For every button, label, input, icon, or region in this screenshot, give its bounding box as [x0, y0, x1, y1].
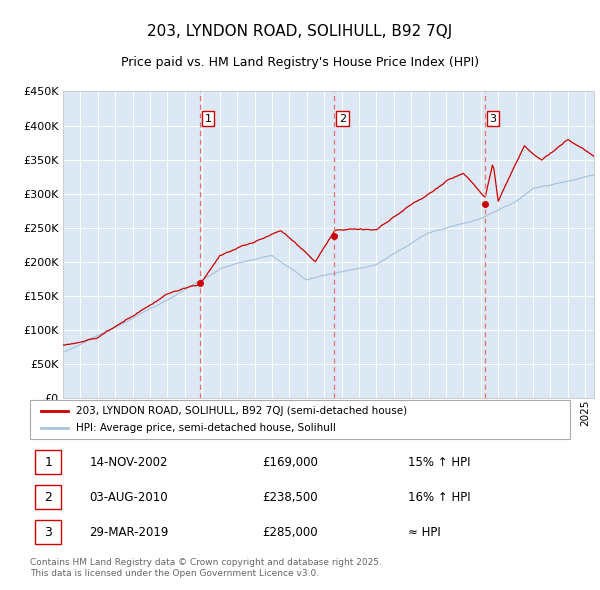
- Text: 14-NOV-2002: 14-NOV-2002: [89, 455, 168, 468]
- Text: 203, LYNDON ROAD, SOLIHULL, B92 7QJ (semi-detached house): 203, LYNDON ROAD, SOLIHULL, B92 7QJ (sem…: [76, 406, 407, 416]
- Text: 15% ↑ HPI: 15% ↑ HPI: [408, 455, 470, 468]
- Text: ≈ HPI: ≈ HPI: [408, 526, 441, 539]
- Text: 16% ↑ HPI: 16% ↑ HPI: [408, 490, 470, 504]
- Text: 2: 2: [44, 490, 52, 504]
- Text: 203, LYNDON ROAD, SOLIHULL, B92 7QJ: 203, LYNDON ROAD, SOLIHULL, B92 7QJ: [148, 24, 452, 38]
- Text: Price paid vs. HM Land Registry's House Price Index (HPI): Price paid vs. HM Land Registry's House …: [121, 56, 479, 69]
- Text: 3: 3: [44, 526, 52, 539]
- Text: 03-AUG-2010: 03-AUG-2010: [89, 490, 168, 504]
- Text: 2: 2: [339, 114, 346, 124]
- Text: HPI: Average price, semi-detached house, Solihull: HPI: Average price, semi-detached house,…: [76, 423, 336, 433]
- Bar: [35, 485, 61, 509]
- Bar: [35, 450, 61, 474]
- Text: £169,000: £169,000: [262, 455, 318, 468]
- Text: £238,500: £238,500: [262, 490, 318, 504]
- Text: Contains HM Land Registry data © Crown copyright and database right 2025.
This d: Contains HM Land Registry data © Crown c…: [30, 558, 382, 578]
- Text: 1: 1: [44, 455, 52, 468]
- Text: 29-MAR-2019: 29-MAR-2019: [89, 526, 169, 539]
- Text: 1: 1: [205, 114, 211, 124]
- Text: 3: 3: [490, 114, 496, 124]
- Text: £285,000: £285,000: [262, 526, 318, 539]
- Bar: [35, 520, 61, 544]
